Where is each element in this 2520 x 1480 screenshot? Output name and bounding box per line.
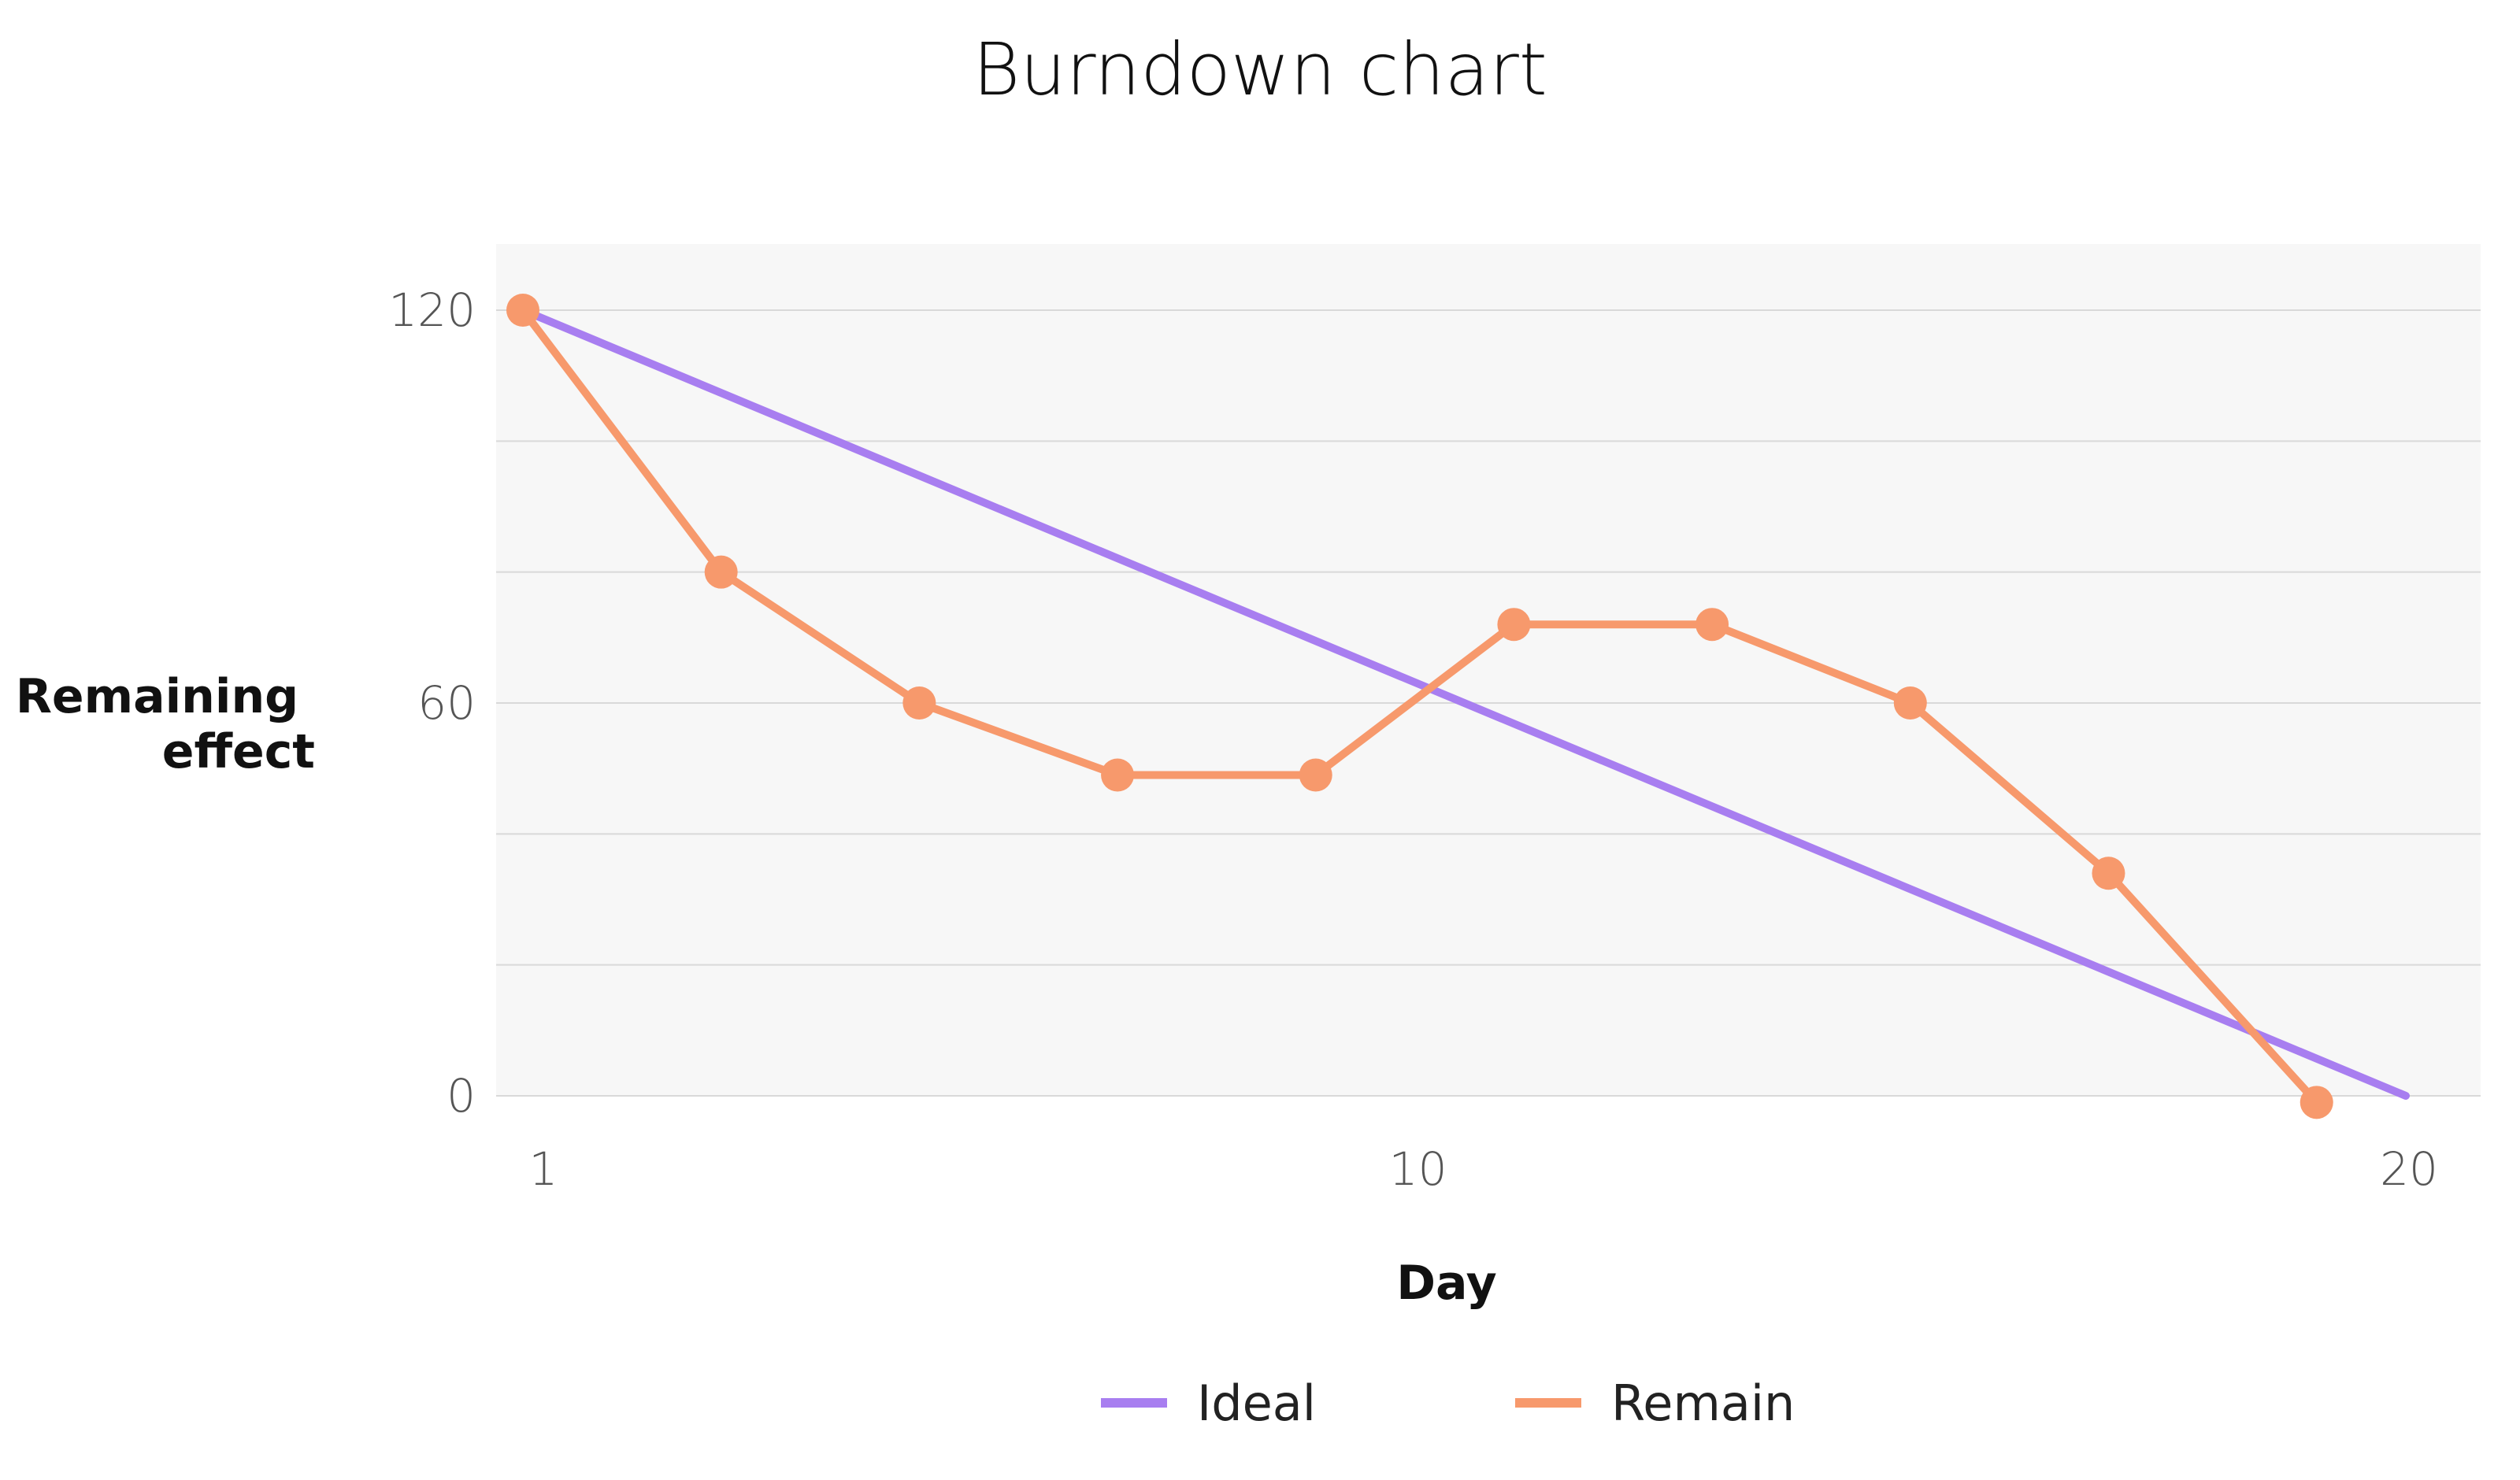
x-tick-label: 1 — [529, 1142, 558, 1196]
x-axis-ticks: 1 10 20 — [529, 1142, 2438, 1196]
series-line-ideal — [519, 306, 2410, 1100]
chart-title: Burndown chart — [973, 28, 1547, 112]
y-axis-ticks: 0 60 120 — [388, 283, 476, 1123]
legend-label: Ideal — [1197, 1375, 1316, 1432]
x-axis-label: Day — [1396, 1256, 1497, 1311]
series-point-remain — [1101, 758, 1135, 792]
legend-label: Remain — [1611, 1375, 1795, 1432]
legend-item-ideal: Ideal — [1101, 1375, 1316, 1432]
series-point-remain — [1695, 608, 1729, 642]
y-tick-label: 0 — [447, 1069, 476, 1123]
series-point-remain — [1299, 758, 1332, 792]
y-tick-label: 60 — [417, 676, 476, 730]
y-axis-label-line-2: effect — [162, 724, 315, 779]
legend-item-remain: Remain — [1515, 1375, 1795, 1432]
series-point-remain — [902, 686, 936, 720]
series-line-remain — [519, 306, 2321, 1107]
series-point-remain — [2092, 857, 2125, 890]
plot-area — [496, 244, 2481, 1096]
series-point-remain — [2300, 1086, 2333, 1119]
y-axis-label-line-1: Remaining — [16, 669, 298, 724]
y-axis-label: Remaining effect — [16, 669, 315, 779]
series-layer — [506, 294, 2410, 1119]
series-point-remain — [1497, 608, 1531, 642]
series-point-remain — [704, 555, 738, 589]
legend: Ideal Remain — [1101, 1375, 1795, 1432]
x-tick-label: 10 — [1389, 1142, 1447, 1196]
series-point-remain — [506, 294, 539, 327]
x-tick-label: 20 — [2380, 1142, 2438, 1196]
series-point-remain — [1893, 686, 1927, 720]
y-tick-label: 120 — [388, 283, 476, 337]
